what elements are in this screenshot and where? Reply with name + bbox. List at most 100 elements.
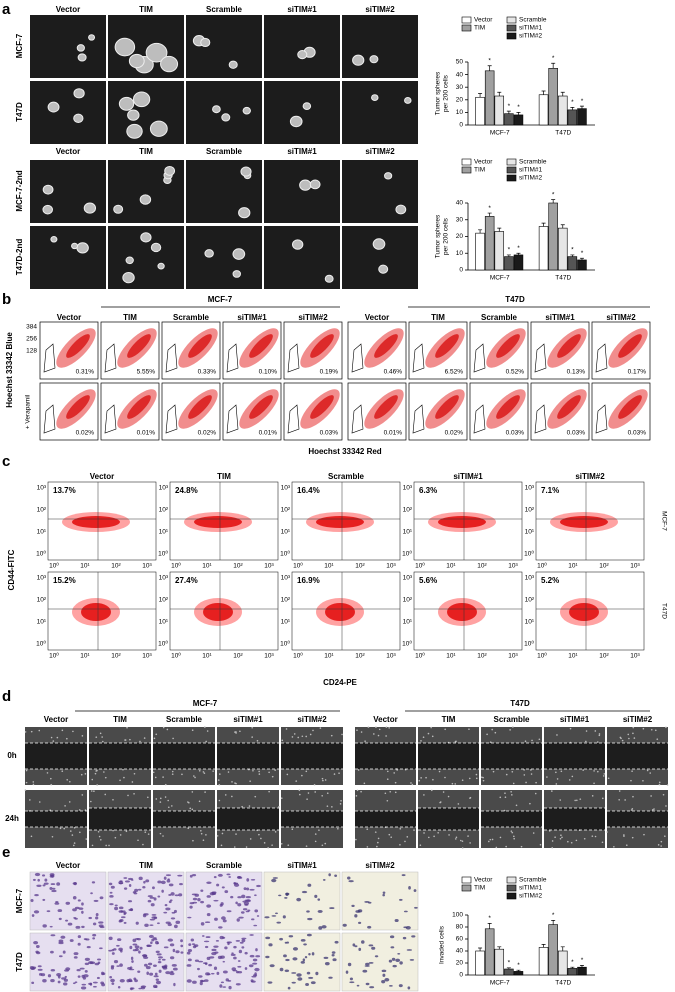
stained-cell: [135, 937, 139, 940]
significance-mark: *: [517, 245, 520, 252]
percent-label: 24.8%: [175, 486, 198, 495]
gate: [412, 343, 425, 373]
stained-cell: [49, 887, 53, 890]
cell: [650, 728, 653, 731]
stained-cell: [31, 914, 35, 917]
stained-cell: [354, 945, 358, 948]
sphere: [71, 242, 79, 250]
stained-cell: [238, 949, 243, 954]
stained-cell: [56, 882, 61, 886]
cell: [585, 740, 587, 743]
x-tick-label: 10³: [630, 563, 640, 570]
stained-cell: [81, 974, 85, 978]
stained-cell: [86, 945, 91, 949]
stained-cell: [384, 977, 390, 982]
cell: [504, 792, 506, 795]
cell: [90, 790, 93, 792]
stained-cell: [322, 878, 326, 881]
stained-cell: [197, 967, 200, 971]
cell: [25, 781, 28, 784]
cell: [515, 804, 518, 807]
cell: [555, 771, 557, 774]
x-tick-label: MCF-7: [490, 980, 510, 987]
stained-cell: [365, 962, 370, 966]
stained-cell: [351, 904, 355, 908]
stained-cell: [252, 958, 258, 962]
cell: [93, 790, 95, 792]
cell: [61, 729, 64, 732]
cell: [439, 801, 441, 804]
stained-cell: [321, 925, 327, 929]
y-tick-label: 50: [456, 59, 464, 66]
x-tick-label: 10¹: [202, 653, 212, 660]
stained-cell: [269, 964, 275, 968]
x-tick-label: MCF-7: [490, 130, 510, 137]
cell: [254, 795, 257, 798]
stained-cell: [406, 949, 413, 951]
micrograph: [30, 160, 106, 223]
stained-cell: [172, 948, 176, 953]
stained-cell: [42, 898, 46, 901]
significance-mark: *: [581, 957, 584, 964]
percent-label: 5.6%: [419, 576, 437, 585]
bar: [504, 968, 514, 976]
cell: [482, 779, 485, 782]
legend-label: Vector: [474, 159, 493, 166]
cell: [432, 778, 434, 781]
stained-cell: [123, 921, 127, 924]
x-tick-label: 10²: [599, 653, 609, 660]
panel-label: c: [2, 453, 10, 470]
cell: [632, 795, 634, 798]
sphere: [47, 101, 60, 113]
significance-mark: *: [581, 250, 584, 257]
bar: [494, 948, 505, 976]
cell: [299, 793, 301, 796]
stained-cell: [37, 968, 43, 971]
column-label: Scramble: [206, 5, 243, 14]
stained-cell: [138, 987, 142, 990]
cell: [249, 838, 252, 840]
cell: [331, 806, 333, 808]
transwell-image: [341, 932, 419, 992]
cell: [504, 796, 507, 799]
row-label: T47D-2nd: [15, 239, 24, 276]
cell-cloud-core: [188, 395, 212, 419]
stained-cell: [169, 956, 175, 960]
stained-cell: [116, 965, 120, 967]
x-tick-label: 10³: [142, 563, 152, 570]
cell: [49, 809, 52, 811]
cell: [321, 795, 323, 797]
column-label: siTIM#2: [575, 472, 605, 481]
cell: [295, 780, 298, 782]
sphere: [126, 123, 143, 139]
stained-cell: [245, 896, 251, 899]
stained-cell: [391, 957, 396, 961]
cell: [520, 845, 523, 848]
stained-cell: [237, 965, 242, 968]
error-bar: [579, 965, 584, 968]
stained-cell: [204, 962, 208, 966]
y-tick-label: 10⁰: [158, 550, 168, 558]
cell: [374, 831, 377, 833]
stained-cell: [120, 916, 126, 919]
cell: [571, 775, 574, 778]
cell: [32, 783, 35, 786]
sphere: [200, 37, 211, 48]
stained-cell: [197, 975, 203, 978]
sphere: [140, 232, 152, 243]
cell: [69, 830, 72, 832]
stained-cell: [271, 915, 277, 917]
stained-cell: [265, 936, 271, 940]
stained-cell: [58, 941, 64, 945]
stained-cell: [413, 889, 417, 893]
stained-cell: [165, 971, 171, 975]
stained-cell: [246, 878, 250, 882]
stained-cell: [206, 895, 211, 898]
sphere: [221, 113, 231, 122]
cell: [326, 792, 329, 795]
stained-cell: [143, 963, 148, 967]
cell: [505, 773, 508, 776]
wound-gap: [607, 743, 668, 769]
stained-cell: [282, 915, 286, 919]
stained-cell: [171, 964, 177, 967]
